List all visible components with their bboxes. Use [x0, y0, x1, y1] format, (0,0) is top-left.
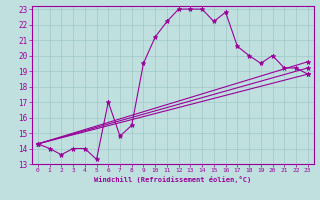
X-axis label: Windchill (Refroidissement éolien,°C): Windchill (Refroidissement éolien,°C) [94, 176, 252, 183]
